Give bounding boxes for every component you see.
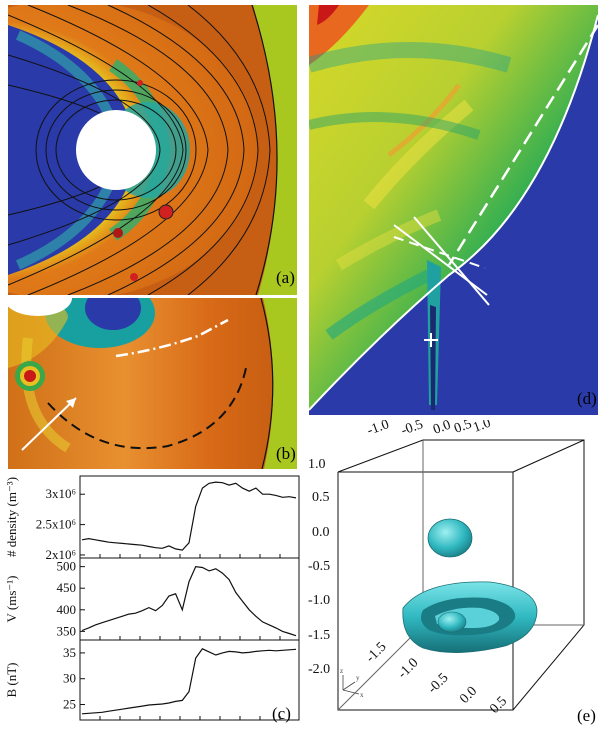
e-bottom-tick: 0.0 — [457, 684, 480, 707]
panel-e-plot: -1.0 -0.5 0.0 0.5 1.0 1.0 0.5 0.0 -0.5 -… — [308, 416, 585, 717]
e-top-tick: -0.5 — [399, 420, 425, 439]
panel-c-label: (c) — [272, 704, 291, 723]
y-axis-label: B (nT) — [4, 662, 19, 697]
subplot-frame — [79, 639, 300, 721]
panel-d: (d) — [309, 5, 598, 415]
y-tick-label: 400 — [57, 602, 77, 617]
e-top-tick: -1.0 — [365, 420, 391, 439]
e-left-tick: 0.5 — [312, 490, 330, 505]
panel-c-plot: 2x10⁶ 2.5x10⁶ 3x10⁶ # density (m⁻³) 350 400 45… — [4, 475, 300, 721]
y-tick-label: 2.5x10⁶ — [36, 517, 76, 532]
panel-a-label: (a) — [276, 268, 295, 287]
panel-b-label: (b) — [276, 444, 296, 463]
e-left-tick: 0.0 — [312, 525, 330, 540]
panel-b-plot — [8, 298, 297, 469]
y-tick-label: 3x10⁶ — [45, 486, 76, 501]
e-top-tick: 0.5 — [452, 420, 474, 437]
panel-c: 2x10⁶ 2.5x10⁶ 3x10⁶ # density (m⁻³) 350 400 45… — [0, 472, 300, 729]
e-axis-z: z — [340, 667, 343, 675]
panel-d-label: (d) — [577, 389, 597, 408]
e-bottom-tick: 0.5 — [487, 694, 510, 717]
e-left-tick: -2.0 — [308, 662, 330, 677]
y-axis-label: V (ms⁻¹) — [4, 576, 19, 623]
y-tick-label: 500 — [57, 559, 77, 574]
e-left-tick: 1.0 — [308, 457, 326, 472]
e-orientation-triad: z y x — [340, 667, 364, 699]
y-axis-label: # density (m⁻³) — [4, 477, 19, 557]
e-bottom-tick: -1.0 — [395, 656, 421, 682]
e-bottom-tick: -0.5 — [425, 671, 451, 697]
y-tick-label: 35 — [63, 645, 76, 660]
panel-e: -1.0 -0.5 0.0 0.5 1.0 1.0 0.5 0.0 -0.5 -… — [305, 416, 598, 729]
panel-a: (a) — [8, 5, 297, 295]
e-axis-y: y — [356, 674, 360, 682]
subplot-frame — [79, 557, 300, 641]
subplot-frame — [79, 475, 300, 559]
panel-e-label: (e) — [577, 706, 596, 725]
e-left-tick: -1.0 — [308, 593, 330, 608]
panel-d-plot — [309, 5, 598, 415]
panel-c-subplot-2: 25 30 35 B (nT) — [4, 639, 300, 721]
series-line — [81, 648, 297, 715]
e-top-tick: 1.0 — [471, 420, 493, 436]
e-left-tick: -0.5 — [308, 559, 330, 574]
panel-c-subplot-0: 2x10⁶ 2.5x10⁶ 3x10⁶ # density (m⁻³) — [4, 475, 300, 562]
y-tick-label: 25 — [63, 697, 76, 712]
e-left-tick: -1.5 — [308, 628, 330, 643]
e-axis-x: x — [360, 691, 364, 699]
y-tick-label: 30 — [63, 671, 76, 686]
series-line — [81, 481, 297, 551]
e-top-tick: 0.0 — [431, 420, 453, 438]
panel-a-plot — [8, 5, 297, 295]
y-tick-label: 350 — [57, 623, 77, 638]
series-line — [81, 565, 297, 637]
y-tick-label: 2x10⁶ — [45, 547, 76, 562]
y-tick-label: 450 — [57, 580, 77, 595]
panel-b: (b) — [8, 298, 297, 469]
panel-c-subplot-1: 350 400 450 500 V (ms⁻¹) — [4, 557, 300, 641]
